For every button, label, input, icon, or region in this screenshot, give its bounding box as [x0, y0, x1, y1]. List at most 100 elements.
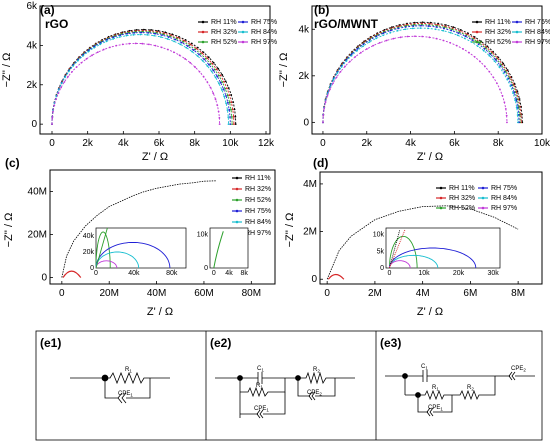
- series-point: [494, 58, 497, 61]
- series-point: [201, 52, 203, 54]
- y-tick-label: 20M: [28, 230, 47, 241]
- series-point: [322, 121, 324, 124]
- series-point: [505, 114, 508, 117]
- legend-label: RH 32%: [211, 29, 237, 36]
- series-point: [419, 27, 422, 30]
- series-point: [362, 45, 365, 48]
- series-line: [322, 25, 520, 123]
- series-point: [375, 37, 378, 40]
- x-tick-label: 80M: [242, 288, 261, 299]
- x-tick-label: 0: [59, 288, 65, 299]
- series-point: [225, 94, 227, 97]
- legend-label: RH 84%: [525, 29, 550, 36]
- series-point: [516, 114, 519, 116]
- series-point: [477, 43, 480, 46]
- series-point: [503, 70, 506, 73]
- e3-cpe1-label: CPE1: [428, 405, 443, 412]
- inset-x-tick-label: 10k: [418, 270, 430, 277]
- legend-marker: [201, 30, 205, 34]
- panel-a-ticks: 0 2k 4k 6k 8k 10k 12k 0 2k 4k 6k: [26, 1, 275, 149]
- series-point: [216, 75, 219, 78]
- series-point: [173, 40, 175, 43]
- series-point: [488, 70, 491, 73]
- series-point: [76, 59, 79, 62]
- inset-series-line: [389, 235, 418, 268]
- series-point: [216, 104, 219, 107]
- series-point: [326, 94, 329, 97]
- panel-c-frame: [49, 169, 276, 285]
- series-point: [506, 121, 508, 124]
- series-point: [167, 36, 170, 38]
- y-tick-label: 6k: [26, 1, 38, 12]
- series-point: [112, 36, 115, 38]
- series-point: [378, 41, 381, 44]
- series-point: [211, 62, 214, 65]
- legend-marker: [439, 196, 443, 200]
- series-point: [75, 66, 78, 68]
- series-point: [53, 104, 56, 107]
- inset-y-tick-label: 40k: [83, 233, 95, 240]
- panel-b-plot: [322, 21, 524, 124]
- series-point: [67, 75, 69, 78]
- series-line-rh32: [62, 270, 82, 278]
- series-line-rh32: [327, 273, 345, 280]
- inset2-series-line: [213, 231, 224, 269]
- series-point: [178, 35, 180, 38]
- series-point: [140, 31, 143, 34]
- panel-d-frame: [319, 171, 543, 285]
- series-line: [51, 30, 235, 125]
- series-point: [220, 88, 223, 91]
- x-tick-label: 20M: [99, 288, 118, 299]
- series-point: [509, 85, 512, 88]
- series-point: [427, 25, 430, 27]
- series-point: [463, 37, 466, 40]
- series-point: [146, 33, 149, 36]
- series-line: [51, 32, 231, 125]
- series-point: [449, 31, 452, 34]
- series-point: [488, 54, 491, 57]
- series-point: [484, 65, 486, 68]
- inset-series-line: [95, 251, 140, 268]
- panel-b-title: rGO/MWNT: [314, 17, 379, 31]
- series-point: [368, 41, 371, 43]
- series-point: [489, 53, 492, 55]
- legend-label: RH 52%: [449, 205, 475, 212]
- series-point: [234, 123, 237, 126]
- y-tick-label: 2M: [303, 227, 317, 238]
- legend-label: RH 11%: [211, 19, 237, 26]
- legend-label: RH 75%: [491, 185, 517, 192]
- series-point: [80, 61, 83, 64]
- series-point: [199, 52, 202, 55]
- series-point: [427, 27, 429, 30]
- inset-rh32-line: [389, 229, 406, 269]
- series-point: [411, 27, 414, 30]
- series-point: [178, 54, 181, 57]
- series-point: [154, 44, 157, 47]
- series-point: [202, 51, 205, 54]
- series-point: [189, 61, 192, 64]
- series-point: [375, 35, 378, 38]
- panel-e1-label: (e1): [40, 336, 61, 350]
- inset2-x-tick-label: 8k: [240, 270, 248, 277]
- inset-series-line: [389, 254, 439, 268]
- panel-b-xlabel: Z' / Ω: [417, 151, 443, 163]
- inset2-x-tick-label: 0: [212, 270, 216, 277]
- series-point: [194, 66, 196, 68]
- legend-marker: [481, 196, 485, 200]
- series-point: [414, 35, 416, 38]
- series-point: [118, 36, 121, 38]
- series-point: [224, 87, 227, 90]
- x-tick-label: 4M: [416, 288, 430, 299]
- legend-marker: [201, 20, 205, 24]
- series-point: [203, 58, 206, 61]
- series-point: [499, 88, 501, 91]
- series-point: [404, 28, 407, 31]
- inset-rh11-line: [95, 227, 108, 269]
- series-point: [404, 26, 407, 28]
- series-point: [502, 72, 505, 75]
- panel-e3-label: (e3): [380, 336, 401, 350]
- series-point: [464, 35, 467, 38]
- series-point: [125, 34, 128, 37]
- series-point: [228, 101, 231, 104]
